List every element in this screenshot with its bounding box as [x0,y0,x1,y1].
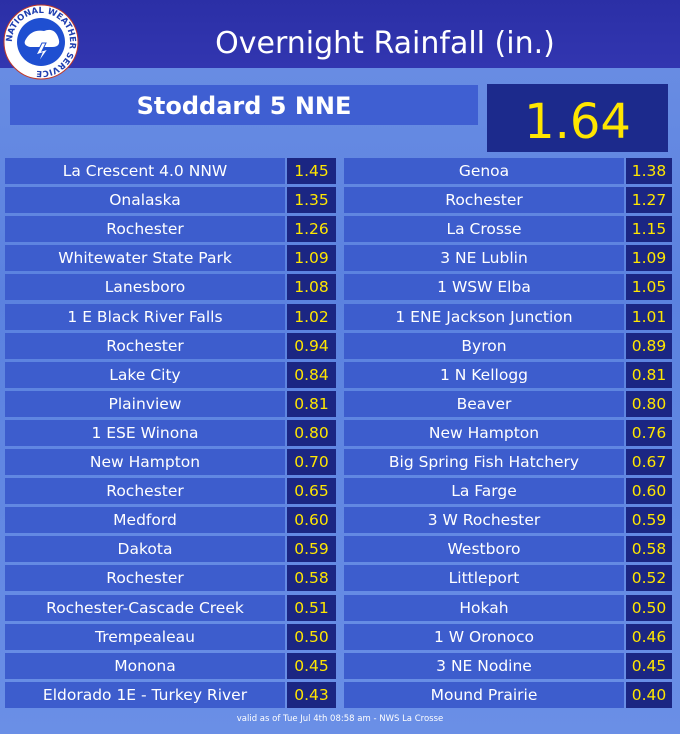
rainfall-value: 0.43 [287,681,336,708]
station-name: 3 NE Nodine [344,652,624,679]
station-name: Rochester [5,216,285,243]
rainfall-value: 0.65 [287,478,336,505]
station-name: Trempealeau [5,623,285,650]
station-name: 1 ENE Jackson Junction [344,303,624,330]
station-name: Big Spring Fish Hatchery [344,449,624,475]
station-name: 1 N Kellogg [344,361,624,388]
rainfall-value: 0.46 [626,623,672,650]
rainfall-value: 0.40 [626,681,672,708]
station-name: Mound Prairie [344,681,624,708]
station-name: Littleport [344,565,624,592]
station-name: Westboro [344,536,624,563]
rainfall-value: 0.67 [626,449,672,475]
station-name: 1 WSW Elba [344,274,624,301]
station-name: Lanesboro [5,274,285,301]
rainfall-value: 0.80 [287,419,336,446]
station-name: Byron [344,332,624,359]
rainfall-value: 0.60 [626,478,672,505]
rainfall-value: 1.35 [287,187,336,214]
station-name: Medford [5,507,285,534]
rainfall-value: 0.50 [626,594,672,621]
station-name: 3 W Rochester [344,507,624,534]
station-name: Plainview [5,390,285,417]
rainfall-value: 0.70 [287,449,336,475]
rainfall-value: 0.50 [287,623,336,650]
rainfall-value: 0.59 [626,507,672,534]
rainfall-value: 1.26 [287,216,336,243]
rainfall-value: 1.09 [626,245,672,272]
rainfall-value: 0.89 [626,332,672,359]
station-name: 1 W Oronoco [344,623,624,650]
station-name: New Hampton [344,419,624,446]
station-name: Onalaska [5,187,285,214]
rainfall-value: 0.60 [287,507,336,534]
rainfall-value: 0.45 [626,652,672,679]
header-bar [0,0,680,68]
rainfall-value: 1.27 [626,187,672,214]
rainfall-value: 0.51 [287,594,336,621]
rainfall-value: 1.45 [287,158,336,184]
top-station-value: 1.64 [487,84,668,152]
rainfall-value: 1.15 [626,216,672,243]
rainfall-value: 0.76 [626,419,672,446]
nws-logo: NATIONAL WEATHER SERVICE [3,4,79,80]
rainfall-value: 0.58 [626,536,672,563]
station-name: La Crescent 4.0 NNW [5,158,285,184]
station-name: Rochester [344,187,624,214]
rainfall-value: 0.94 [287,332,336,359]
rainfall-value: 1.38 [626,158,672,184]
station-name: La Farge [344,478,624,505]
station-name: New Hampton [5,449,285,475]
station-name: Rochester [5,478,285,505]
rainfall-value: 0.81 [626,361,672,388]
station-name: Rochester-Cascade Creek [5,594,285,621]
top-station-name: Stoddard 5 NNE [10,85,478,125]
station-name: Monona [5,652,285,679]
station-name: Eldorado 1E - Turkey River [5,681,285,708]
station-name: Beaver [344,390,624,417]
rainfall-value: 0.59 [287,536,336,563]
rainfall-value: 1.08 [287,274,336,301]
station-name: 3 NE Lublin [344,245,624,272]
station-name: Whitewater State Park [5,245,285,272]
rainfall-value: 0.80 [626,390,672,417]
rainfall-value: 0.84 [287,361,336,388]
station-name: Rochester [5,332,285,359]
rainfall-value: 0.81 [287,390,336,417]
station-name: Rochester [5,565,285,592]
rainfall-value: 0.45 [287,652,336,679]
station-name: Hokah [344,594,624,621]
rainfall-value: 1.05 [626,274,672,301]
rainfall-value: 0.52 [626,565,672,592]
station-name: 1 E Black River Falls [5,303,285,330]
station-name: La Crosse [344,216,624,243]
rainfall-value: 1.02 [287,303,336,330]
station-name: Genoa [344,158,624,184]
footer: valid as of Tue Jul 4th 08:58 am - NWS L… [236,714,444,724]
rainfall-value: 1.09 [287,245,336,272]
station-name: Lake City [5,361,285,388]
station-name: 1 ESE Winona [5,419,285,446]
rainfall-value: 1.01 [626,303,672,330]
rainfall-value: 0.58 [287,565,336,592]
station-name: Dakota [5,536,285,563]
title: Overnight Rainfall (in.) [215,26,555,61]
